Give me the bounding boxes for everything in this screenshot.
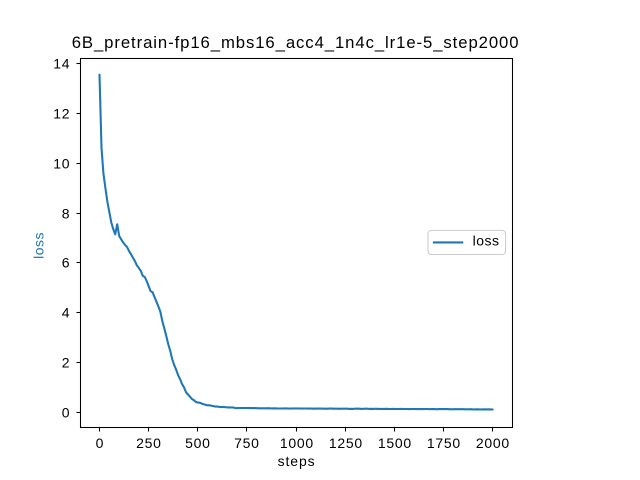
svg-text:6: 6 <box>62 255 71 271</box>
svg-text:1000: 1000 <box>280 435 314 451</box>
svg-text:2: 2 <box>62 355 71 371</box>
svg-text:steps: steps <box>278 453 316 469</box>
svg-text:750: 750 <box>234 435 260 451</box>
svg-text:14: 14 <box>53 56 70 72</box>
svg-text:2000: 2000 <box>476 435 510 451</box>
svg-text:500: 500 <box>185 435 211 451</box>
svg-text:250: 250 <box>136 435 162 451</box>
svg-text:1750: 1750 <box>427 435 461 451</box>
svg-text:0: 0 <box>62 405 71 421</box>
svg-text:4: 4 <box>62 305 71 321</box>
svg-text:6B_pretrain-fp16_mbs16_acc4_1n: 6B_pretrain-fp16_mbs16_acc4_1n4c_lr1e-5_… <box>72 33 520 52</box>
svg-text:8: 8 <box>62 206 71 222</box>
svg-text:12: 12 <box>53 106 70 122</box>
svg-text:0: 0 <box>96 435 105 451</box>
svg-text:10: 10 <box>53 156 70 172</box>
svg-text:loss: loss <box>31 232 47 259</box>
svg-text:loss: loss <box>473 233 500 249</box>
svg-text:1250: 1250 <box>329 435 363 451</box>
svg-text:1500: 1500 <box>378 435 412 451</box>
